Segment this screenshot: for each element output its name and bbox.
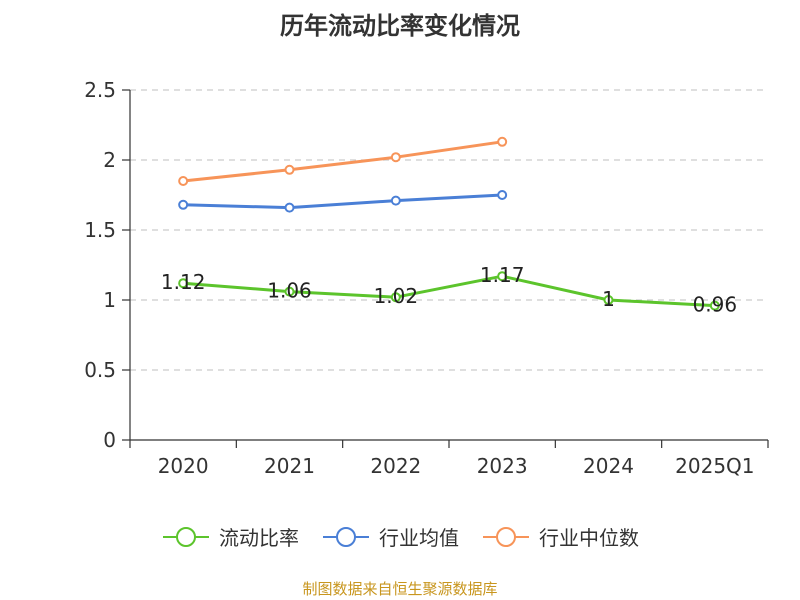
y-tick-label: 2: [103, 148, 116, 172]
data-label: 1.12: [161, 270, 206, 294]
series-point: [497, 136, 508, 147]
x-tick-label: 2020: [158, 454, 209, 478]
x-tick-label: 2022: [370, 454, 421, 478]
series-line: [183, 140, 503, 183]
legend: 流动比率 行业均值 行业中位数: [0, 522, 800, 551]
series-point: [497, 190, 508, 200]
series-point: [390, 152, 401, 163]
legend-swatch: [163, 526, 209, 547]
chart-title: 历年流动比率变化情况: [280, 12, 520, 40]
x-tick-label: 2021: [264, 454, 315, 478]
series-point: [284, 202, 295, 213]
data-label: 0.96: [693, 293, 738, 317]
y-tick-label: 0.5: [84, 358, 116, 382]
x-tick-label: 2025Q1: [675, 454, 754, 478]
legend-swatch: [323, 526, 369, 547]
series-line: [183, 274, 715, 308]
data-label: 1: [602, 287, 615, 311]
series-point: [603, 295, 614, 305]
legend-swatch-marker: [336, 526, 356, 547]
y-tick-label: 2.5: [84, 78, 116, 102]
series-point: [284, 164, 295, 175]
legend-label: 流动比率: [219, 526, 299, 550]
data-label: 1.02: [374, 284, 419, 308]
legend-label: 行业均值: [379, 526, 459, 550]
x-tick-label: 2024: [583, 454, 634, 478]
legend-item[interactable]: 行业中位数: [481, 522, 639, 551]
source-note: 制图数据来自恒生聚源数据库: [302, 580, 498, 598]
y-tick-label: 1.5: [84, 218, 116, 242]
y-tick-label: 1: [103, 288, 116, 312]
series-point: [178, 278, 189, 289]
legend-swatch-marker: [496, 526, 516, 547]
series-point: [709, 300, 720, 311]
series-point: [497, 271, 508, 282]
data-label: 1.17: [480, 263, 525, 287]
series-point: [390, 292, 401, 303]
data-label: 1.06: [267, 279, 312, 303]
series-point: [178, 176, 189, 186]
series-line: [183, 193, 503, 210]
legend-item[interactable]: 流动比率: [161, 522, 299, 551]
x-tick-label: 2023: [477, 454, 528, 478]
legend-item[interactable]: 行业均值: [321, 522, 459, 551]
series-point: [178, 199, 189, 210]
legend-label: 行业中位数: [539, 526, 639, 550]
series-point: [390, 195, 401, 206]
series-point: [284, 286, 295, 297]
y-tick-label: 0: [103, 428, 116, 452]
legend-swatch: [483, 526, 529, 547]
legend-swatch-marker: [176, 526, 196, 547]
